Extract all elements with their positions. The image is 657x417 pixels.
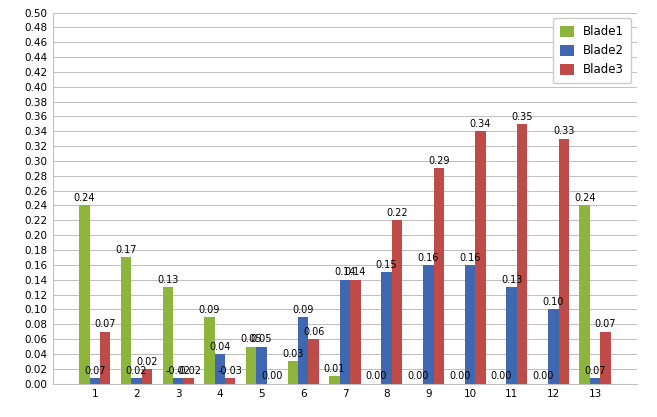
- Text: 0.07: 0.07: [84, 366, 106, 376]
- Text: 0.22: 0.22: [386, 208, 408, 218]
- Bar: [382, 272, 392, 384]
- Bar: [79, 206, 89, 384]
- Text: 0.05: 0.05: [251, 334, 272, 344]
- Bar: [392, 220, 402, 384]
- Text: 0.17: 0.17: [115, 245, 137, 255]
- Bar: [600, 332, 611, 384]
- Text: -0.03: -0.03: [218, 366, 242, 376]
- Text: 0.01: 0.01: [324, 364, 345, 374]
- Text: 0.07: 0.07: [595, 319, 616, 329]
- Bar: [246, 347, 256, 384]
- Bar: [142, 369, 152, 384]
- Text: 0.07: 0.07: [95, 319, 116, 329]
- Legend: Blade1, Blade2, Blade3: Blade1, Blade2, Blade3: [553, 18, 631, 83]
- Text: 0.06: 0.06: [303, 327, 325, 337]
- Bar: [475, 131, 486, 384]
- Bar: [225, 379, 235, 384]
- Text: 0.00: 0.00: [365, 372, 387, 382]
- Text: 0.00: 0.00: [532, 372, 554, 382]
- Text: 0.02: 0.02: [136, 357, 158, 367]
- Bar: [340, 280, 350, 384]
- Text: 0.07: 0.07: [584, 366, 606, 376]
- Text: 0.13: 0.13: [157, 275, 179, 285]
- Text: 0.15: 0.15: [376, 260, 397, 270]
- Text: -0.02: -0.02: [176, 366, 201, 376]
- Bar: [298, 317, 308, 384]
- Text: 0.14: 0.14: [334, 267, 355, 277]
- Bar: [204, 317, 215, 384]
- Text: 0.00: 0.00: [261, 372, 283, 382]
- Text: 0.09: 0.09: [292, 304, 314, 314]
- Bar: [507, 287, 517, 384]
- Bar: [131, 379, 142, 384]
- Text: 0.34: 0.34: [470, 119, 491, 129]
- Text: 0.16: 0.16: [418, 253, 439, 263]
- Bar: [558, 139, 569, 384]
- Bar: [329, 376, 340, 384]
- Text: 0.00: 0.00: [491, 372, 512, 382]
- Text: 0.24: 0.24: [574, 193, 595, 203]
- Text: 0.13: 0.13: [501, 275, 522, 285]
- Text: -0.02: -0.02: [166, 366, 191, 376]
- Bar: [288, 362, 298, 384]
- Text: 0.35: 0.35: [511, 112, 533, 122]
- Text: 0.16: 0.16: [459, 253, 481, 263]
- Bar: [162, 287, 173, 384]
- Text: 0.33: 0.33: [553, 126, 574, 136]
- Bar: [89, 379, 100, 384]
- Text: 0.04: 0.04: [209, 342, 231, 352]
- Text: 0.24: 0.24: [74, 193, 95, 203]
- Bar: [100, 332, 110, 384]
- Bar: [434, 168, 444, 384]
- Bar: [308, 339, 319, 384]
- Bar: [423, 265, 434, 384]
- Text: 0.00: 0.00: [449, 372, 470, 382]
- Bar: [464, 265, 475, 384]
- Bar: [173, 379, 183, 384]
- Text: 0.00: 0.00: [407, 372, 428, 382]
- Text: 0.10: 0.10: [543, 297, 564, 307]
- Bar: [590, 379, 600, 384]
- Bar: [256, 347, 267, 384]
- Bar: [579, 206, 590, 384]
- Text: 0.14: 0.14: [345, 267, 366, 277]
- Bar: [517, 124, 528, 384]
- Text: 0.09: 0.09: [198, 304, 220, 314]
- Text: 0.03: 0.03: [282, 349, 304, 359]
- Text: 0.29: 0.29: [428, 156, 449, 166]
- Bar: [121, 257, 131, 384]
- Bar: [215, 354, 225, 384]
- Bar: [183, 379, 194, 384]
- Text: 0.05: 0.05: [240, 334, 262, 344]
- Bar: [548, 309, 558, 384]
- Text: 0.02: 0.02: [125, 366, 147, 376]
- Bar: [350, 280, 361, 384]
